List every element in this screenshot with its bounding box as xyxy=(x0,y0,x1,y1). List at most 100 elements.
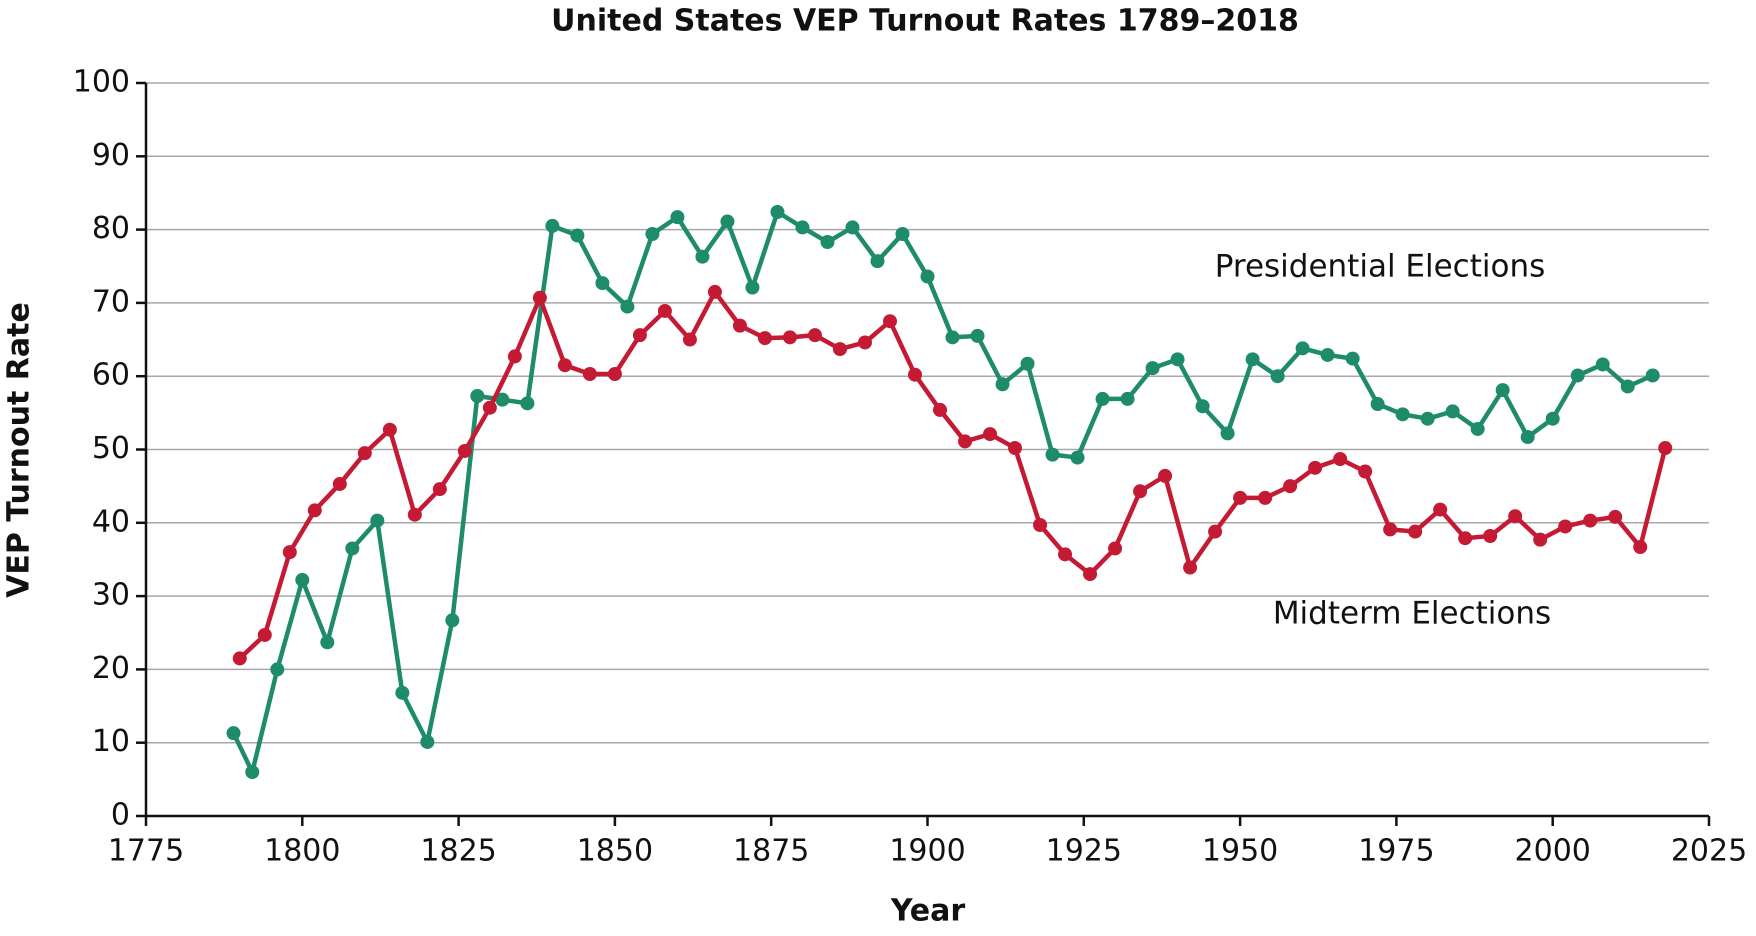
y-tick-label: 30 xyxy=(92,578,130,613)
data-point xyxy=(495,392,510,407)
data-point xyxy=(657,303,672,318)
data-point xyxy=(1058,547,1073,562)
data-point xyxy=(933,402,948,417)
data-point xyxy=(282,545,297,560)
data-point xyxy=(882,314,897,329)
data-point xyxy=(832,342,847,357)
data-point xyxy=(632,328,647,343)
data-point xyxy=(720,214,735,229)
data-point xyxy=(1258,490,1273,505)
data-point xyxy=(245,765,260,780)
data-point xyxy=(895,226,910,241)
data-point xyxy=(970,328,985,343)
data-point xyxy=(320,635,335,650)
data-point xyxy=(682,332,697,347)
data-point xyxy=(1170,352,1185,367)
data-point xyxy=(1120,391,1135,406)
data-point xyxy=(507,349,522,364)
x-tick-label: 2025 xyxy=(1671,834,1747,869)
data-point xyxy=(670,210,685,225)
data-point xyxy=(1545,411,1560,426)
data-point xyxy=(395,685,410,700)
data-point xyxy=(920,269,935,284)
data-point xyxy=(1633,539,1648,554)
data-point xyxy=(332,476,347,491)
data-point xyxy=(607,367,622,382)
data-point xyxy=(1195,399,1210,414)
data-point xyxy=(295,572,310,587)
x-tick-label: 1800 xyxy=(264,834,340,869)
data-point xyxy=(357,446,372,461)
y-axis-title: VEP Turnout Rate xyxy=(2,302,37,598)
data-point xyxy=(807,328,822,343)
data-point xyxy=(620,299,635,314)
chart-title: United States VEP Turnout Rates 1789–201… xyxy=(551,4,1299,39)
data-point xyxy=(1245,352,1260,367)
data-point xyxy=(257,627,272,642)
annotation: Presidential Elections xyxy=(1215,249,1546,285)
data-point xyxy=(1645,368,1660,383)
y-tick-label: 90 xyxy=(92,138,130,173)
x-tick-label: 1775 xyxy=(108,834,184,869)
data-point xyxy=(958,434,973,449)
data-point xyxy=(1208,524,1223,539)
x-tick-label: 1925 xyxy=(1046,834,1122,869)
data-point xyxy=(1320,347,1335,362)
data-point xyxy=(1083,567,1098,582)
data-point xyxy=(457,443,472,458)
data-point xyxy=(1270,369,1285,384)
data-point xyxy=(1220,426,1235,441)
data-point xyxy=(857,335,872,350)
data-point xyxy=(520,396,535,411)
data-point xyxy=(1395,407,1410,422)
data-point xyxy=(595,276,610,291)
series-line xyxy=(231,209,1654,775)
data-point xyxy=(445,613,460,628)
data-point xyxy=(432,482,447,497)
x-tick-label: 1900 xyxy=(889,834,965,869)
data-point xyxy=(545,218,560,233)
data-point xyxy=(1358,464,1373,479)
data-point xyxy=(1145,361,1160,376)
y-tick-label: 0 xyxy=(111,798,130,833)
data-point xyxy=(226,726,241,741)
data-point xyxy=(1583,513,1598,528)
data-point xyxy=(645,226,660,241)
data-point xyxy=(795,220,810,235)
data-point xyxy=(782,330,797,345)
y-tick-label: 70 xyxy=(92,284,130,319)
data-point xyxy=(307,503,322,518)
data-point xyxy=(745,280,760,295)
series-line xyxy=(238,289,1668,661)
data-point xyxy=(345,541,360,556)
data-point xyxy=(1508,509,1523,524)
data-point xyxy=(232,651,247,666)
y-tick-label: 100 xyxy=(73,65,130,100)
y-tick-label: 40 xyxy=(92,504,130,539)
data-point xyxy=(532,290,547,305)
data-point xyxy=(1345,351,1360,366)
y-tick-label: 80 xyxy=(92,211,130,246)
data-point xyxy=(1495,383,1510,398)
data-point xyxy=(1183,560,1198,575)
data-point xyxy=(845,220,860,235)
x-tick-label: 1975 xyxy=(1358,834,1434,869)
data-point xyxy=(770,205,785,220)
y-tick-label: 10 xyxy=(92,724,130,759)
data-point xyxy=(270,662,285,677)
y-tick-label: 50 xyxy=(92,431,130,466)
data-point xyxy=(407,507,422,522)
data-point xyxy=(557,358,572,373)
y-tick-label: 60 xyxy=(92,358,130,393)
data-point xyxy=(757,331,772,346)
data-point xyxy=(1595,357,1610,372)
data-point xyxy=(1108,541,1123,556)
data-point xyxy=(945,330,960,345)
data-point xyxy=(1333,452,1348,467)
x-tick-label: 1875 xyxy=(733,834,809,869)
x-tick-label: 1825 xyxy=(420,834,496,869)
data-point xyxy=(1283,479,1298,494)
data-point xyxy=(1483,528,1498,543)
data-point xyxy=(420,734,435,749)
